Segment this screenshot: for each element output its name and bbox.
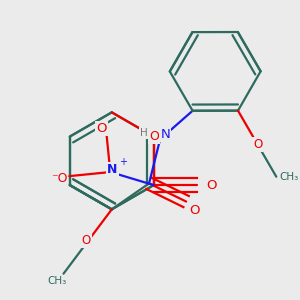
Text: N: N bbox=[160, 128, 170, 141]
Text: H: H bbox=[140, 128, 147, 138]
Text: ⁻O: ⁻O bbox=[51, 172, 67, 185]
Text: O: O bbox=[81, 234, 91, 247]
Text: O: O bbox=[253, 138, 262, 151]
Text: O: O bbox=[206, 178, 217, 192]
Text: O: O bbox=[96, 122, 106, 135]
Text: N: N bbox=[107, 164, 118, 176]
Text: O: O bbox=[189, 204, 200, 217]
Text: +: + bbox=[119, 157, 127, 167]
Text: CH₃: CH₃ bbox=[279, 172, 298, 182]
Text: O: O bbox=[149, 130, 159, 143]
Text: CH₃: CH₃ bbox=[48, 276, 67, 286]
